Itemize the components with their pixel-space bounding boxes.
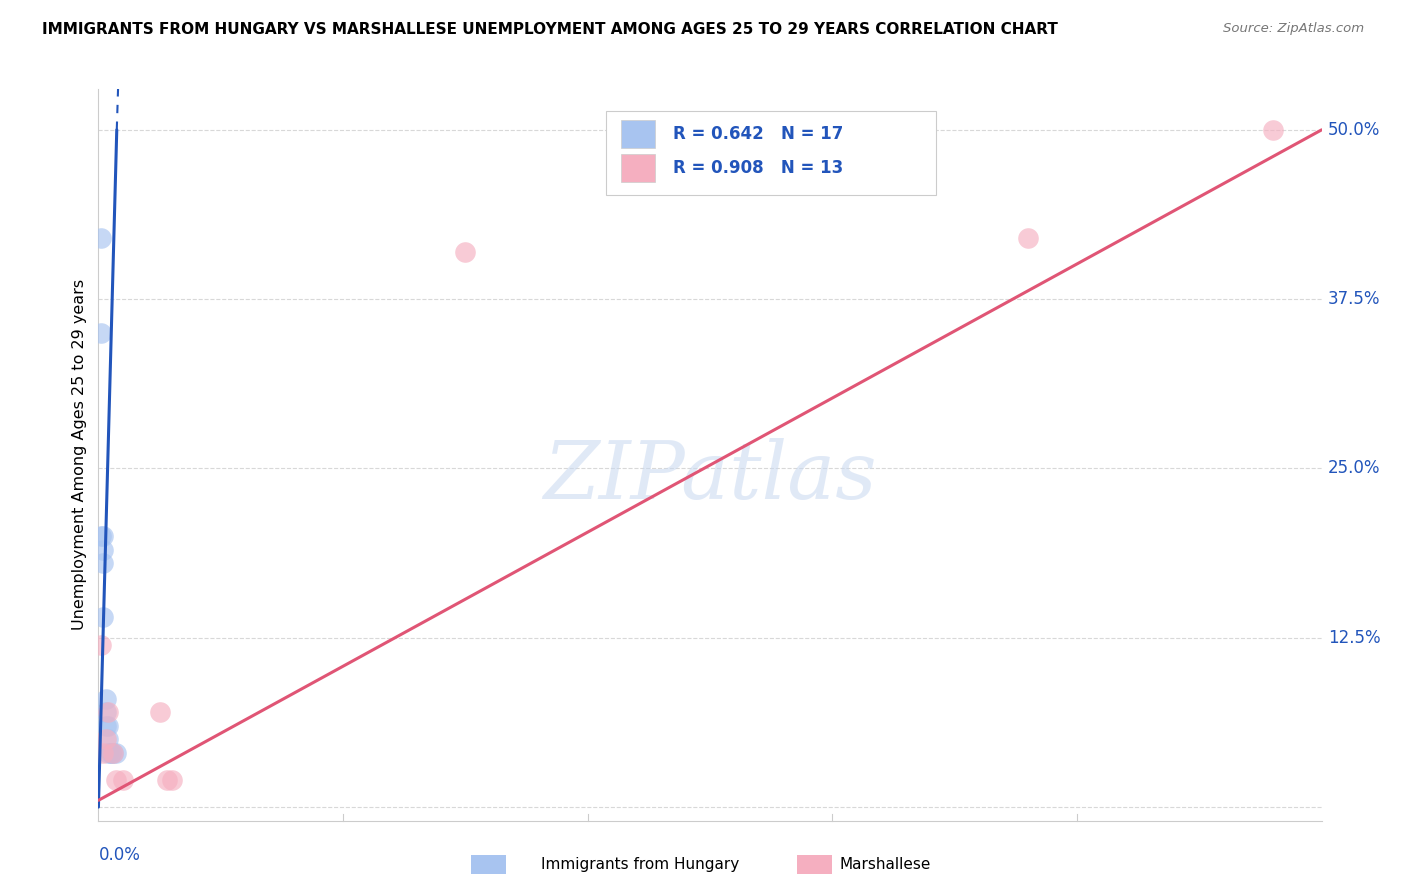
Point: [90, 326, 112, 340]
Text: Source: ZipAtlas.com: Source: ZipAtlas.com: [1223, 22, 1364, 36]
Text: Immigrants from Hungary: Immigrants from Hungary: [541, 857, 740, 871]
Point: [1261, 123, 1284, 137]
Point: [90, 231, 112, 245]
FancyBboxPatch shape: [620, 120, 655, 148]
Point: [94, 732, 117, 747]
Point: [94, 706, 117, 720]
Point: [94, 691, 117, 706]
Point: [156, 772, 179, 787]
Text: R = 0.908   N = 13: R = 0.908 N = 13: [673, 159, 844, 178]
Point: [91, 529, 114, 543]
Point: [91, 746, 114, 760]
Text: Marshallese: Marshallese: [839, 857, 931, 871]
Point: [454, 244, 477, 259]
Point: [91, 556, 114, 570]
Point: [97, 746, 120, 760]
Point: [111, 772, 134, 787]
Point: [91, 610, 114, 624]
Text: ZIPatlas: ZIPatlas: [543, 438, 877, 516]
Y-axis label: Unemployment Among Ages 25 to 29 years: Unemployment Among Ages 25 to 29 years: [72, 279, 87, 631]
Text: 12.5%: 12.5%: [1327, 629, 1381, 647]
Point: [91, 542, 114, 557]
Point: [90, 529, 112, 543]
Point: [100, 746, 122, 760]
Point: [104, 772, 127, 787]
Bar: [606, 112, 936, 195]
Text: R = 0.642   N = 17: R = 0.642 N = 17: [673, 125, 844, 143]
Text: 0.0%: 0.0%: [98, 847, 141, 864]
Point: [97, 732, 120, 747]
Text: 37.5%: 37.5%: [1327, 290, 1381, 308]
Point: [101, 746, 124, 760]
Text: 50.0%: 50.0%: [1327, 120, 1381, 139]
Point: [100, 746, 122, 760]
Point: [94, 719, 117, 733]
Point: [160, 772, 183, 787]
Point: [97, 719, 120, 733]
FancyBboxPatch shape: [620, 154, 655, 182]
Point: [101, 746, 124, 760]
Point: [90, 638, 112, 652]
Text: IMMIGRANTS FROM HUNGARY VS MARSHALLESE UNEMPLOYMENT AMONG AGES 25 TO 29 YEARS CO: IMMIGRANTS FROM HUNGARY VS MARSHALLESE U…: [42, 22, 1059, 37]
Point: [97, 706, 120, 720]
Point: [104, 746, 127, 760]
Point: [149, 706, 172, 720]
Text: 25.0%: 25.0%: [1327, 459, 1381, 477]
Point: [1017, 231, 1039, 245]
